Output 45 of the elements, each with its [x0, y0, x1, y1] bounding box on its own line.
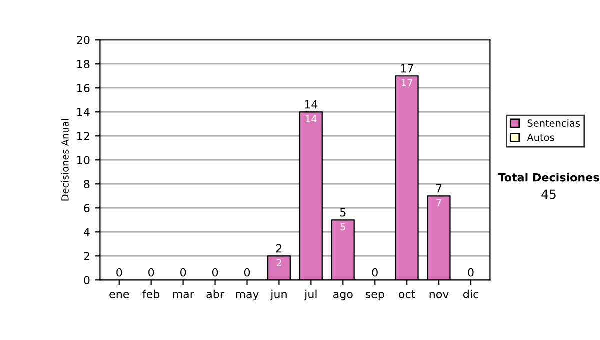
- x-tick-label: feb: [142, 290, 160, 298]
- total-label: 0: [148, 268, 154, 277]
- total-label: 0: [212, 268, 218, 277]
- y-tick-label: 4: [84, 228, 90, 236]
- data-label: 5: [340, 223, 346, 231]
- legend-label: Sentencias: [528, 119, 580, 128]
- total-label: 14: [305, 100, 318, 109]
- total-label: 5: [340, 208, 346, 217]
- y-tick-label: 12: [78, 132, 90, 140]
- x-tick-label: ene: [110, 292, 130, 298]
- x-tick-label: dic: [464, 290, 478, 298]
- y-tick-label: 2: [84, 252, 90, 260]
- text: 45: [542, 190, 556, 200]
- x-tick-label: mar: [173, 292, 194, 298]
- total-label: 2: [276, 244, 282, 253]
- data-label: 14: [306, 115, 317, 123]
- y-tick-label: 14: [78, 108, 90, 116]
- total-label: 0: [372, 268, 378, 277]
- x-tick-label: may: [236, 292, 260, 301]
- total-label: 0: [468, 268, 474, 277]
- y-tick-label: 10: [78, 156, 90, 165]
- y-axis-title: Decisiones Anual: [61, 119, 69, 201]
- total-label: 7: [436, 184, 442, 193]
- total-label: 17: [401, 64, 414, 73]
- data-label: 17: [402, 79, 412, 87]
- y-tick-label: 0: [84, 276, 90, 285]
- y-tick-label: 16: [78, 84, 90, 93]
- total-label: 0: [180, 268, 186, 277]
- y-tick-label: 18: [78, 60, 90, 69]
- y-tick-label: 20: [77, 36, 90, 44]
- legend-label: Autos: [527, 134, 554, 142]
- x-tick-label: jun: [270, 290, 287, 301]
- y-tick-label: 8: [84, 180, 90, 189]
- x-tick-label: oct: [399, 290, 416, 298]
- x-tick-label: jul: [304, 290, 317, 301]
- data-label: 7: [436, 199, 442, 207]
- y-tick-label: 6: [84, 204, 90, 213]
- x-tick-label: nov: [430, 292, 449, 298]
- x-tick-label: abr: [206, 290, 224, 298]
- x-tick-label: sep: [366, 292, 384, 301]
- total-label: 0: [244, 268, 250, 277]
- total-label: 0: [116, 268, 122, 277]
- text: Total Decisiones: [498, 173, 600, 182]
- data-label: 2: [276, 259, 282, 267]
- x-tick-label: ago: [333, 292, 353, 301]
